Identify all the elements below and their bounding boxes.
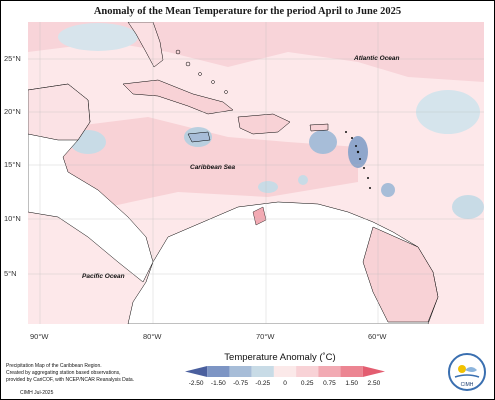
legend-swatch	[296, 366, 319, 377]
lon-label-70w: 70°W	[256, 332, 275, 341]
anomaly-cool-atlantic-se	[452, 195, 484, 219]
land-bahamas	[175, 49, 228, 94]
anomaly-cool-barbados	[381, 183, 395, 197]
legend-colorbar	[185, 366, 385, 377]
legend-swatch	[207, 366, 230, 377]
anomaly-cool-small	[298, 175, 308, 185]
land-lesser-antilles	[345, 131, 371, 189]
lon-label-60w: 60°W	[368, 332, 387, 341]
land-florida	[127, 22, 164, 68]
legend-tick-label: -2.50	[188, 380, 204, 387]
land-puerto-rico	[309, 123, 329, 132]
legend-swatch	[362, 366, 385, 377]
legend-title: Temperature Anomaly (˚C)	[224, 352, 336, 363]
label-atlantic-ocean: Atlantic Ocean	[354, 55, 400, 62]
legend-tick-label: 0.25	[300, 380, 314, 387]
credit-line-3: provided by CariCOF, with NCEP/NCAR Rean…	[6, 377, 135, 383]
legend-swatch	[185, 366, 208, 377]
legend-tick-label: 1.50	[345, 380, 358, 387]
lat-label-10n: 10°N	[4, 214, 21, 223]
lon-label-80w: 80°W	[143, 332, 162, 341]
legend-swatch	[251, 366, 274, 377]
credit-stamp: CIMH Jul-2025	[20, 390, 54, 396]
land-hispaniola	[237, 113, 291, 135]
label-pacific-ocean: Pacific Ocean	[82, 273, 125, 280]
lat-label-25n: 25°N	[4, 54, 21, 63]
map-title: Anomaly of the Mean Temperature for the …	[93, 6, 402, 17]
legend-tick-label: -1.50	[210, 380, 226, 387]
legend-swatch	[273, 366, 297, 377]
legend-tick-label: -0.25	[255, 380, 271, 387]
legend-swatch	[229, 366, 252, 377]
graticule	[28, 22, 484, 324]
credit-line-1: Precipitation Map of the Caribbean Regio…	[6, 363, 102, 369]
legend-swatch	[318, 366, 341, 377]
legend-swatch	[340, 366, 363, 377]
anomaly-cool-pr	[309, 130, 337, 154]
legend-tick-label: -0.75	[233, 380, 248, 387]
land-guianas	[362, 226, 439, 323]
lat-label-5n: 5°N	[4, 269, 17, 278]
lat-label-15n: 15°N	[4, 160, 21, 169]
land-south-america	[127, 201, 439, 324]
map-canvas	[28, 22, 484, 324]
lat-label-20n: 20°N	[4, 107, 21, 116]
lon-label-90w: 90°W	[30, 332, 49, 341]
label-caribbean-sea: Caribbean Sea	[190, 164, 236, 171]
land-jamaica	[187, 131, 211, 143]
anomaly-cool-gulf	[58, 23, 138, 51]
logo-text: CIMH	[461, 382, 474, 388]
legend-tick-label: 2.50	[367, 380, 381, 387]
credit-line-2: Created by aggregating station based obs…	[6, 370, 121, 376]
anomaly-cool-patch	[258, 181, 278, 193]
cimh-logo: CIMH	[448, 353, 486, 391]
legend-tick-label: 0.75	[323, 380, 336, 387]
legend-tick-label: 0	[283, 380, 287, 387]
